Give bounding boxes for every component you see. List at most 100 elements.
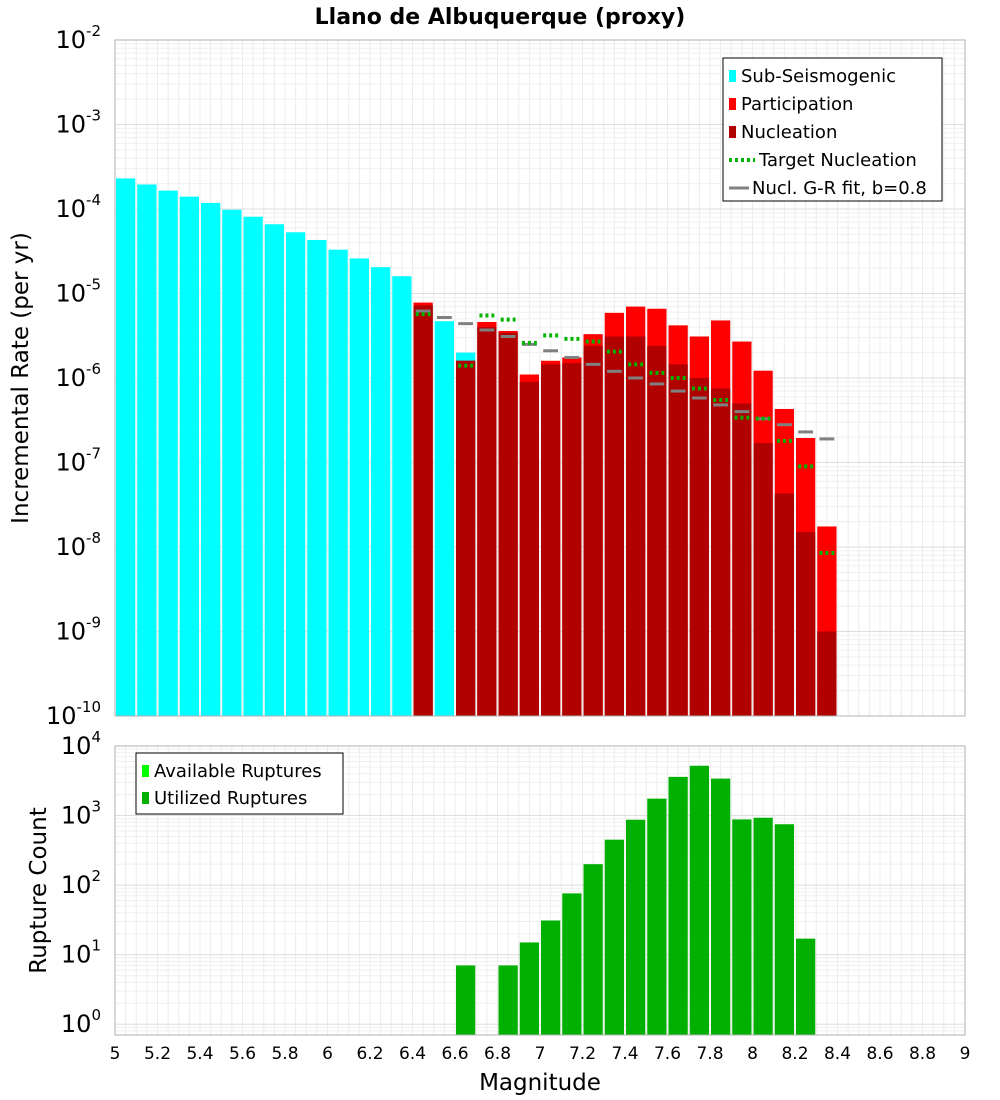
rate-legend-label: Nucleation	[741, 122, 837, 143]
utilized-ruptures-bar	[562, 893, 582, 1035]
x-tick-label: 6.2	[356, 1044, 383, 1064]
x-ticks: 5 5.2 5.4 5.6 5.8 6 6.2 6.4 6.6 6.8 7 7.2 7.4 7.6 7.8 8…	[110, 1044, 971, 1064]
rate-y-tick-label: 10-6	[55, 360, 101, 392]
rate-y-tick-label: 10-4	[55, 191, 101, 223]
utilized-ruptures-series	[456, 765, 816, 1035]
rate-y-tick-label: 10-2	[55, 22, 101, 54]
count-legend-swatch	[142, 792, 149, 804]
nucleation-bar	[668, 364, 688, 716]
utilized-ruptures-bar	[498, 965, 518, 1035]
sub-seismogenic-bar	[137, 184, 157, 717]
utilized-ruptures-bar	[732, 819, 752, 1035]
sub-seismogenic-bar	[349, 258, 369, 716]
nucleation-bar	[562, 363, 582, 716]
x-tick-label: 7.8	[696, 1044, 723, 1064]
x-tick-label: 7.4	[611, 1044, 638, 1064]
utilized-ruptures-bar	[541, 920, 561, 1035]
count-legend: Available Ruptures Utilized Ruptures	[135, 752, 344, 815]
nucleation-bar	[413, 305, 433, 716]
x-tick-label: 7.2	[569, 1044, 596, 1064]
rate-y-tick-label: 10-9	[55, 614, 101, 646]
rate-y-tick-label: 10-8	[55, 529, 101, 561]
nucleation-bar	[604, 336, 624, 716]
utilized-ruptures-bar	[456, 965, 476, 1035]
rate-legend-label: Participation	[741, 94, 853, 115]
rate-legend-label: Sub-Seismogenic	[741, 66, 896, 87]
utilized-ruptures-bar	[689, 765, 709, 1035]
utilized-ruptures-bar	[774, 824, 794, 1035]
nucleation-bar	[732, 403, 752, 716]
rate-legend: Sub-Seismogenic Participation Nucleation Ta…	[722, 57, 943, 202]
rate-legend-box	[722, 57, 943, 202]
rate-y-axis-label: Incremental Rate (per yr)	[8, 232, 34, 524]
count-legend-box	[135, 752, 344, 815]
nucleation-bar	[583, 345, 603, 716]
count-legend-label: Available Ruptures	[154, 761, 322, 782]
count-legend-label: Utilized Ruptures	[154, 788, 307, 809]
x-axis-label: Magnitude	[479, 1070, 601, 1096]
sub-seismogenic-bar	[371, 267, 391, 716]
nucleation-bar	[477, 327, 497, 716]
count-frame	[114, 745, 966, 1036]
nucleation-bar	[626, 336, 646, 716]
rate-y-tick-label: 10-10	[46, 698, 101, 730]
nucleation-bar	[753, 443, 773, 716]
sub-seismogenic-bar	[434, 321, 454, 716]
count-y-tick-label: 101	[61, 937, 101, 969]
nucleation-bar	[498, 333, 518, 716]
x-tick-label: 6.4	[399, 1044, 426, 1064]
count-y-tick-label: 100	[61, 1006, 101, 1038]
x-tick-label: 7	[535, 1044, 546, 1064]
nucleation-bar	[541, 364, 561, 716]
top-plot: 10-10 10-9 10-8 10-7 10-6 10-5 10-4 10-3 10-2 Sub…	[8, 22, 966, 730]
x-tick-label: 8	[747, 1044, 758, 1064]
nucleation-bar	[519, 381, 539, 716]
x-tick-label: 6	[322, 1044, 333, 1064]
x-tick-label: 5.2	[144, 1044, 171, 1064]
x-tick-label: 5.8	[271, 1044, 298, 1064]
utilized-ruptures-bar	[647, 798, 667, 1035]
utilized-ruptures-bar	[753, 817, 773, 1035]
count-y-axis-label: Rupture Count	[26, 807, 52, 973]
utilized-ruptures-bar	[668, 776, 688, 1035]
count-y-tick-label: 102	[61, 867, 101, 899]
sub-seismogenic-bar	[179, 196, 199, 717]
nucleation-bar	[689, 378, 709, 716]
sub-seismogenic-series	[116, 178, 476, 717]
sub-seismogenic-bar	[222, 209, 242, 716]
count-y-tick-label: 104	[61, 728, 101, 760]
x-tick-label: 5	[110, 1044, 121, 1064]
nucleation-bar	[774, 493, 794, 716]
nucleation-bar	[796, 532, 816, 716]
nucleation-series	[413, 305, 837, 716]
nucleation-bar	[711, 388, 731, 716]
target-nucleation-series	[415, 312, 835, 555]
sub-seismogenic-bar	[243, 216, 263, 716]
rate-legend-swatch	[729, 126, 736, 138]
sub-seismogenic-bar	[286, 232, 306, 716]
rate-legend-label: Target Nucleation	[758, 150, 917, 171]
rate-legend-swatch	[729, 70, 736, 82]
rate-frame	[114, 39, 966, 717]
utilized-ruptures-bar	[519, 942, 539, 1035]
count-legend-swatch	[142, 765, 149, 777]
bottom-plot: 100 101 102 103 104 Available Ruptures Utilize…	[26, 728, 970, 1096]
rate-y-ticks: 10-10 10-9 10-8 10-7 10-6 10-5 10-4 10-3 10-2	[46, 22, 101, 730]
chart-title: Llano de Albuquerque (proxy)	[315, 5, 686, 30]
sub-seismogenic-bar	[264, 224, 284, 716]
utilized-ruptures-bar	[626, 819, 646, 1035]
x-tick-label: 8.8	[909, 1044, 936, 1064]
sub-seismogenic-bar	[201, 202, 221, 716]
x-tick-label: 6.8	[484, 1044, 511, 1064]
rate-y-tick-label: 10-7	[55, 445, 101, 477]
x-tick-label: 8.4	[824, 1044, 851, 1064]
rate-legend-swatch	[729, 98, 736, 110]
x-tick-label: 5.4	[186, 1044, 213, 1064]
sub-seismogenic-bar	[328, 249, 348, 716]
utilized-ruptures-bar	[583, 864, 603, 1035]
sub-seismogenic-bar	[158, 190, 178, 716]
nucleation-bar	[647, 345, 667, 716]
x-tick-label: 8.6	[866, 1044, 893, 1064]
rate-legend-label: Nucl. G-R fit, b=0.8	[752, 178, 927, 199]
sub-seismogenic-bar	[116, 178, 136, 717]
